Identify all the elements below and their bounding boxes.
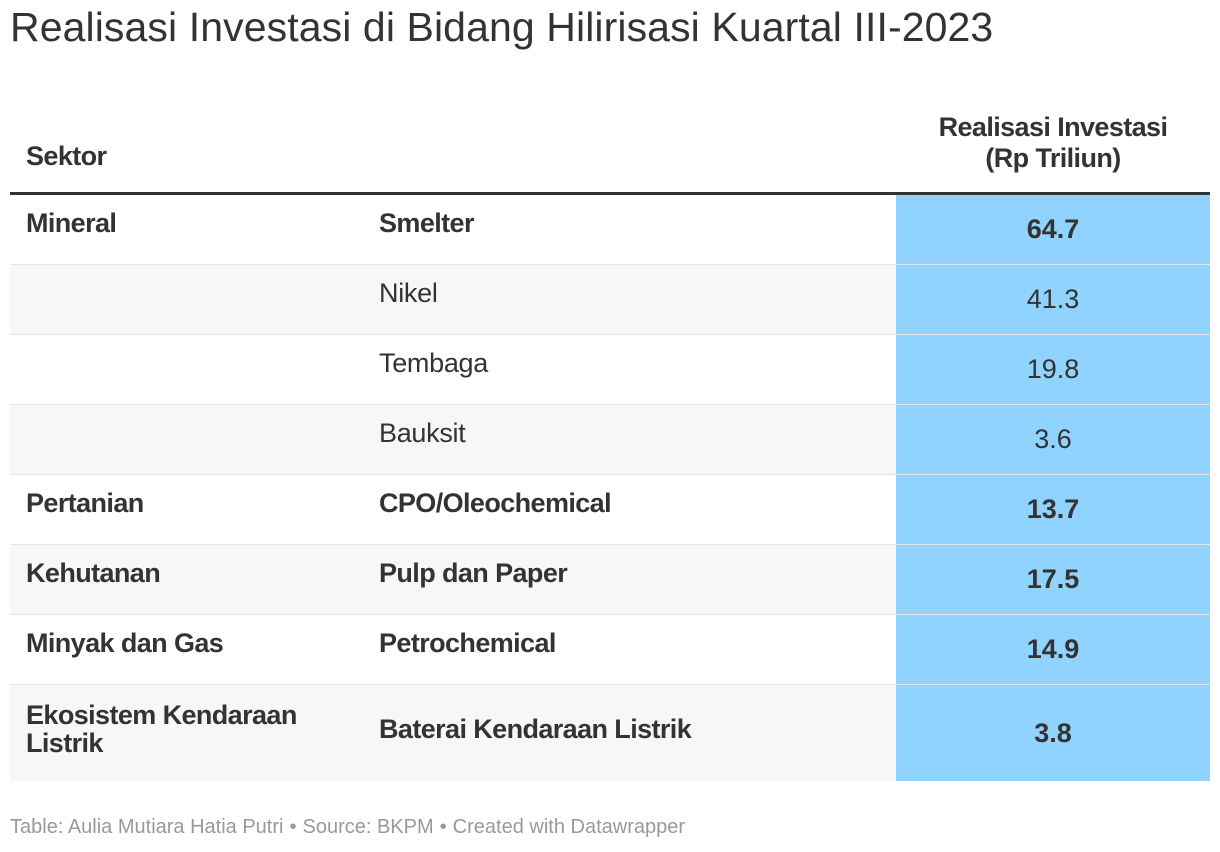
table-row: Pertanian CPO/Oleochemical 13.7	[10, 475, 1210, 545]
table-row: Bauksit 3.6	[10, 405, 1210, 475]
cell-subsektor: Petrochemical	[379, 628, 556, 658]
cell-sektor: Pertanian	[26, 488, 144, 518]
cell-realisasi-value: 14.9	[896, 615, 1210, 684]
cell-realisasi-value: 19.8	[896, 335, 1210, 404]
cell-subsektor: CPO/Oleochemical	[379, 488, 612, 518]
header-realisasi: Realisasi Investasi (Rp Triliun)	[896, 112, 1210, 174]
cell-sektor: Mineral	[26, 208, 117, 238]
header-realisasi-line1: Realisasi Investasi	[938, 112, 1168, 142]
cell-sektor: Kehutanan	[26, 558, 161, 588]
header-sektor: Sektor	[26, 141, 107, 171]
cell-realisasi-value: 64.7	[896, 195, 1210, 264]
cell-realisasi-value: 13.7	[896, 475, 1210, 544]
data-table: Sektor Realisasi Investasi (Rp Triliun) …	[10, 96, 1210, 781]
cell-realisasi-value: 17.5	[896, 545, 1210, 614]
header-realisasi-line2: (Rp Triliun)	[985, 143, 1121, 173]
table-row: Tembaga 19.8	[10, 335, 1210, 405]
footer: Table: Aulia Mutiara Hatia Putri • Source:…	[10, 816, 685, 839]
page-title: Realisasi Investasi di Bidang Hilirisasi…	[10, 4, 994, 50]
cell-subsektor: Baterai Kendaraan Listrik	[379, 714, 692, 744]
cell-subsektor: Bauksit	[379, 418, 466, 448]
cell-subsektor: Pulp dan Paper	[379, 558, 568, 588]
footer-separator: •	[439, 816, 447, 838]
footer-source: Source: BKPM	[302, 816, 434, 838]
cell-subsektor: Nikel	[379, 278, 438, 308]
table-row: Ekosistem Kendaraan Listrik Baterai Kenda…	[10, 685, 1210, 781]
footer-separator: •	[289, 816, 297, 838]
table-header: Sektor Realisasi Investasi (Rp Triliun)	[10, 96, 1210, 195]
footer-credit: Created with Datawrapper	[452, 816, 686, 838]
table-row: Kehutanan Pulp dan Paper 17.5	[10, 545, 1210, 615]
cell-sektor: Minyak dan Gas	[26, 628, 224, 658]
cell-sektor: Ekosistem Kendaraan Listrik	[26, 700, 297, 758]
cell-subsektor: Tembaga	[379, 348, 488, 378]
cell-realisasi-value: 3.8	[896, 685, 1210, 781]
table-row: Nikel 41.3	[10, 265, 1210, 335]
table-row: Minyak dan Gas Petrochemical 14.9	[10, 615, 1210, 685]
table-row: Mineral Smelter 64.7	[10, 195, 1210, 265]
cell-subsektor: Smelter	[379, 208, 474, 238]
table-body: Mineral Smelter 64.7 Nikel 41.3 Tembaga 19.8 Ba…	[10, 195, 1210, 781]
footer-author: Table: Aulia Mutiara Hatia Putri	[10, 816, 284, 838]
cell-realisasi-value: 3.6	[896, 405, 1210, 474]
cell-realisasi-value: 41.3	[896, 265, 1210, 334]
